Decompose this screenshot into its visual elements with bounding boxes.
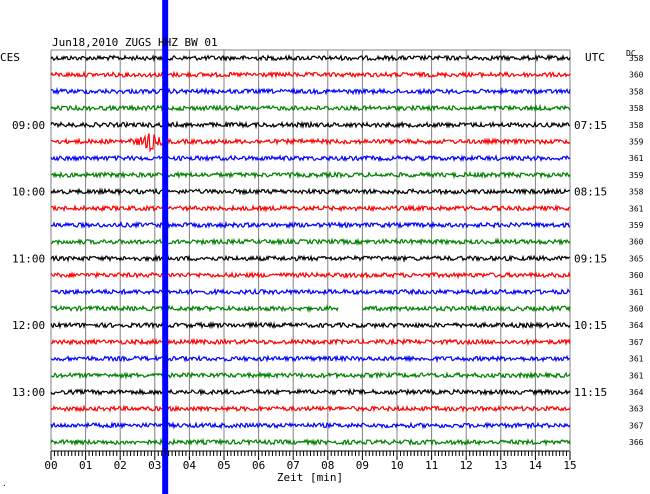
dc-offset-value: 361 <box>629 371 644 380</box>
trace-row <box>50 304 571 313</box>
dc-offset-value: 361 <box>629 204 644 213</box>
dc-offset-value: 363 <box>629 405 644 414</box>
trace-row <box>50 354 571 364</box>
left-hour-label: 10:00 <box>12 186 45 199</box>
right-hour-labels: 07:15 08:15 09:15 10:15 11:15 <box>574 119 607 399</box>
dc-offset-value: 358 <box>629 104 644 113</box>
x-tick-label: 10 <box>390 459 403 472</box>
trace-row <box>50 103 571 113</box>
dc-offset-value: 360 <box>629 71 644 80</box>
trace-row <box>50 203 571 213</box>
left-hour-labels: 09:00 10:00 11:00 12:00 13:00 <box>12 119 45 399</box>
dc-offset-value: 365 <box>629 254 644 263</box>
dc-offset-value: 360 <box>629 271 644 280</box>
trace-row <box>50 220 571 230</box>
x-tick-label: 13 <box>494 459 507 472</box>
marker-line <box>162 0 169 494</box>
dc-offset-header: DC <box>626 49 636 58</box>
left-hour-label: 13:00 <box>12 386 45 399</box>
corner-mark: . <box>2 479 7 488</box>
dc-offset-value: 359 <box>629 138 644 147</box>
left-hour-label: 12:00 <box>12 319 45 332</box>
x-tick-label: 14 <box>529 459 543 472</box>
dc-offset-value: 361 <box>629 154 644 163</box>
left-hour-label: 09:00 <box>12 119 45 132</box>
x-tick-label: 15 <box>563 459 576 472</box>
trace-row <box>50 86 571 96</box>
x-tick-label: 01 <box>79 459 92 472</box>
x-tick-label: 00 <box>44 459 57 472</box>
trace-row <box>50 133 571 153</box>
trace-row <box>50 370 571 380</box>
trace-row <box>50 387 571 397</box>
grid-lines <box>50 49 571 451</box>
dc-offset-value: 361 <box>629 288 644 297</box>
right-hour-label: 10:15 <box>574 319 607 332</box>
trace-row <box>50 437 571 447</box>
dc-offset-value: 367 <box>629 421 644 430</box>
dc-offset-value: 361 <box>629 355 644 364</box>
trace-row <box>50 320 571 330</box>
trace-row <box>50 254 571 263</box>
trace-row <box>50 154 571 163</box>
trace-row <box>50 421 571 430</box>
x-tick-label: 12 <box>460 459 473 472</box>
dc-offset-value: 358 <box>629 188 644 197</box>
x-tick-label: 03 <box>148 459 161 472</box>
trace-row <box>50 237 571 247</box>
dc-offset-values: 358 360 358 358 358 359 361 359 358 361 359 360 365 3… <box>629 54 644 447</box>
right-timezone-label: UTC <box>585 51 605 64</box>
trace-row <box>50 120 570 130</box>
x-tick-label: 04 <box>183 459 197 472</box>
x-tick-label: 09 <box>356 459 369 472</box>
trace-row <box>50 170 571 180</box>
dc-offset-value: 358 <box>629 54 644 63</box>
left-hour-label: 11:00 <box>12 252 45 265</box>
trace-row <box>50 270 571 280</box>
dc-offset-value: 364 <box>629 388 644 397</box>
seismic-traces <box>50 53 571 447</box>
dc-offset-value: 364 <box>629 321 644 330</box>
right-hour-label: 08:15 <box>574 186 607 199</box>
dc-offset-value: 366 <box>629 438 644 447</box>
x-axis-label: Zeit [min] <box>277 471 343 484</box>
x-axis: 00 01 02 03 04 05 06 07 08 09 10 11 12 13 14 15 <box>44 450 577 472</box>
dc-offset-value: 358 <box>629 87 644 96</box>
trace-row <box>50 53 571 63</box>
right-hour-label: 07:15 <box>574 119 607 132</box>
chart-title: Jun18,2010 ZUGS HHZ BW 01 <box>52 36 218 49</box>
dc-offset-value: 358 <box>629 121 644 130</box>
dc-offset-value: 367 <box>629 338 644 347</box>
trace-row <box>50 337 571 347</box>
x-tick-label: 11 <box>425 459 438 472</box>
dc-offset-value: 360 <box>629 238 644 247</box>
dc-offset-value: 359 <box>629 171 644 180</box>
dc-offset-value: 360 <box>629 305 644 314</box>
x-tick-label: 05 <box>217 459 230 472</box>
trace-row <box>50 70 571 79</box>
x-tick-label: 06 <box>252 459 265 472</box>
trace-row <box>50 287 571 296</box>
dc-offset-value: 359 <box>629 221 644 230</box>
x-tick-label: 02 <box>114 459 127 472</box>
right-hour-label: 11:15 <box>574 386 607 399</box>
marker-bar <box>162 0 169 494</box>
left-timezone-label: CES <box>0 51 20 64</box>
trace-row <box>50 404 571 414</box>
trace-row <box>50 187 571 197</box>
x-tick-label: 08 <box>321 459 334 472</box>
x-tick-label: 07 <box>287 459 300 472</box>
right-hour-label: 09:15 <box>574 252 607 265</box>
